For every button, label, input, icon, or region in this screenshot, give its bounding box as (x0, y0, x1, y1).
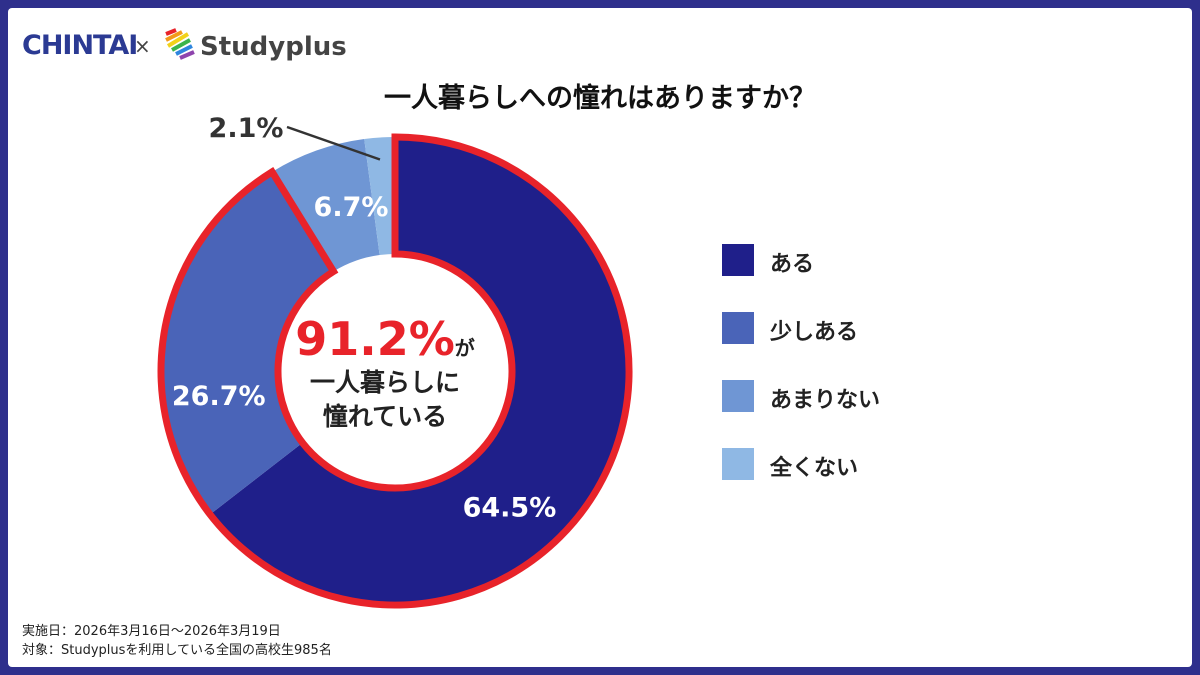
studyplus-logo: Studyplus (200, 32, 347, 62)
legend-label: 全くない (770, 456, 859, 481)
legend-label: ある (770, 252, 815, 277)
donut-slice (210, 137, 629, 605)
legend-swatch (722, 448, 754, 480)
center-highlight-value: 91.2% (295, 312, 455, 366)
donut-slice (364, 137, 395, 256)
highlight-outline (157, 133, 633, 609)
legend-swatch (722, 312, 754, 344)
chintai-logo: CHINTAI (22, 30, 138, 61)
chart-title: 一人暮らしへの憧れはありますか？ (384, 83, 816, 114)
survey-date: 実施日：2026年3月16日〜2026年3月19日 (22, 624, 281, 639)
survey-target: 対象：Studyplusを利用している全国の高校生985名 (22, 643, 332, 658)
center-suffix: が (454, 336, 475, 360)
slice-value-label: 26.7% (172, 381, 266, 412)
center-summary: 91.2%が 一人暮らしに 憧れている (270, 312, 500, 434)
center-line-2: 憧れている (322, 402, 448, 431)
footnotes: 実施日：2026年3月16日〜2026年3月19日 対象：Studyplusを利… (22, 622, 332, 660)
slice-value-label: 6.7% (314, 192, 389, 223)
studyplus-logo-icon (165, 28, 195, 60)
legend-label: 少しある (770, 320, 859, 345)
legend-swatch (722, 244, 754, 276)
center-line-1: 一人暮らしに (309, 368, 460, 397)
legend-label: あまりない (770, 388, 881, 413)
legend-swatch (722, 380, 754, 412)
leader-line (286, 125, 381, 161)
slice-value-label: 2.1% (209, 113, 284, 144)
donut-slice (272, 139, 380, 272)
slice-value-label: 64.5% (463, 492, 557, 523)
logo-separator: × (134, 34, 151, 58)
